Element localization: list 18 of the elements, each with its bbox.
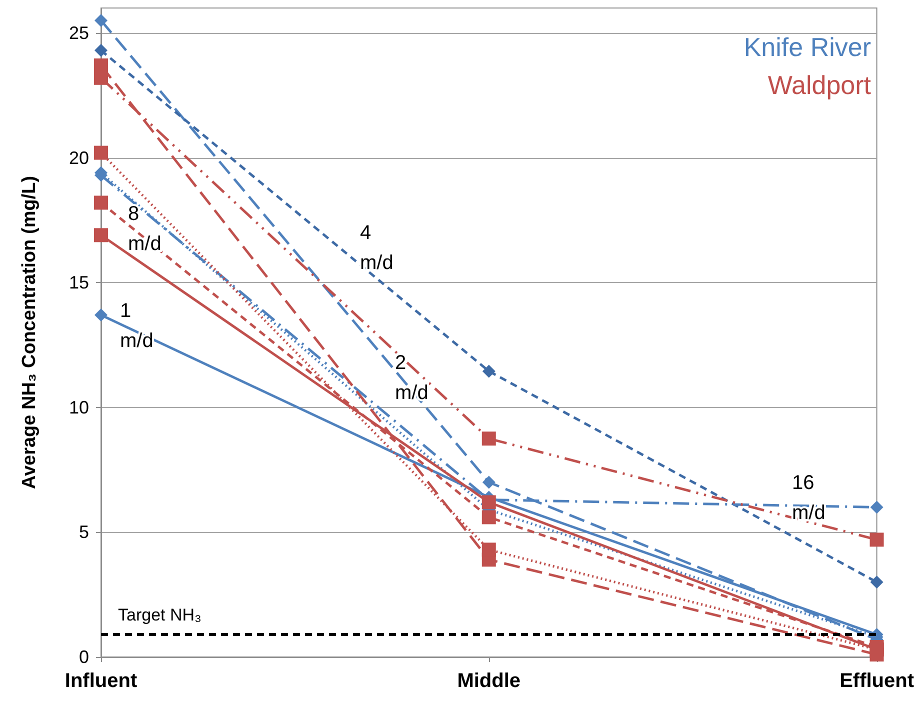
y-tick-label: 5	[78, 522, 89, 542]
annotation: 4 m/d	[360, 222, 394, 274]
x-tick-label: Effluent	[840, 670, 914, 692]
text: Knife River	[744, 32, 872, 62]
y-tick-label: 20	[68, 148, 89, 168]
text: Waldport	[768, 70, 872, 100]
annotation: 2 m/d	[395, 352, 428, 404]
y-tick-label: 0	[78, 647, 89, 667]
y-tick-label: 15	[68, 272, 89, 293]
annotation: 8 m/d	[128, 203, 162, 255]
y-axis-title: Average NH₃ Concentration (mg/L)	[19, 176, 40, 490]
y-tick-label: 25	[68, 22, 89, 43]
annotation: 16 m/d	[792, 472, 826, 524]
x-tick-label: Middle	[457, 670, 521, 692]
annotation: 1 m/d	[120, 300, 154, 352]
ref-line-label: Target NH₃	[118, 606, 202, 625]
x-tick-label: Influent	[64, 670, 138, 692]
y-tick-label: 10	[68, 397, 89, 418]
